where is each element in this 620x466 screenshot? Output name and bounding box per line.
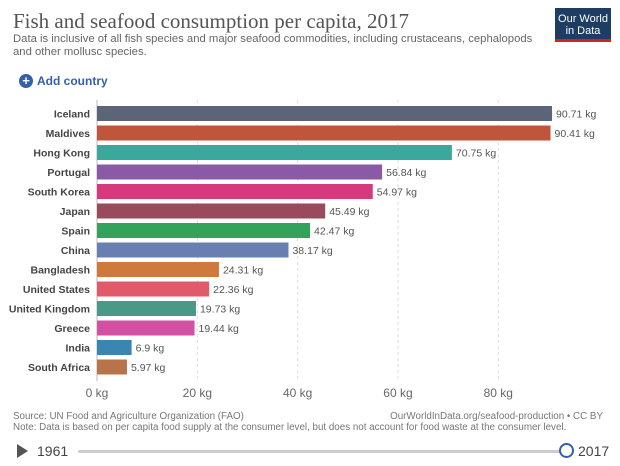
value-label: 19.44 kg <box>199 323 239 335</box>
value-label: 6.9 kg <box>136 343 165 355</box>
value-label: 24.31 kg <box>223 265 263 277</box>
bar <box>97 164 383 180</box>
bar <box>97 242 289 258</box>
play-icon[interactable] <box>17 444 28 458</box>
bar <box>97 223 311 238</box>
bar <box>97 106 553 121</box>
chart-title: Fish and seafood consumption per capita,… <box>13 9 410 33</box>
category-label: South Korea <box>28 187 91 199</box>
value-label: 22.36 kg <box>213 284 253 296</box>
category-label: United States <box>23 284 90 296</box>
bar-chart: 0 kg 20 kg 40 kg 60 kg 80 kg Iceland 90.71 kg M… <box>9 100 596 400</box>
x-tick-label: 40 kg <box>283 386 312 400</box>
timeline: 1961 2017 <box>0 440 620 462</box>
value-label: 70.75 kg <box>456 148 496 160</box>
bar <box>97 301 196 316</box>
bar <box>97 262 219 277</box>
value-label: 5.97 kg <box>131 362 166 374</box>
category-label: Japan <box>60 206 90 218</box>
bar <box>97 203 326 219</box>
owid-logo[interactable]: Our World in Data <box>555 8 611 42</box>
category-label: China <box>61 245 90 257</box>
category-label: United Kingdom <box>9 304 90 316</box>
timeline-track[interactable] <box>78 450 568 453</box>
bar <box>97 359 127 375</box>
note-text: Note: Data is based on per capita food s… <box>13 422 567 433</box>
bar <box>97 184 373 199</box>
bar <box>97 340 132 355</box>
value-label: 54.97 kg <box>377 187 417 199</box>
timeline-start-year: 1961 <box>37 443 69 459</box>
category-label: Bangladesh <box>30 265 90 277</box>
x-tick-label: 0 kg <box>86 386 109 400</box>
x-tick-label: 60 kg <box>383 386 412 400</box>
bar <box>97 320 195 336</box>
x-tick-label: 20 kg <box>183 386 212 400</box>
bar <box>97 145 452 160</box>
value-label: 56.84 kg <box>386 167 426 179</box>
timeline-end-year: 2017 <box>578 443 610 459</box>
bar <box>97 281 210 297</box>
value-label: 19.73 kg <box>200 304 240 316</box>
category-label: Portugal <box>47 167 90 179</box>
category-label: Maldives <box>46 128 91 140</box>
value-label: 90.71 kg <box>556 109 596 121</box>
category-label: Hong Kong <box>33 148 90 160</box>
plus-icon: + <box>19 74 33 88</box>
value-label: 90.41 kg <box>555 128 595 140</box>
x-tick-label: 80 kg <box>484 386 513 400</box>
category-label: South Africa <box>28 362 90 374</box>
category-label: Greece <box>54 323 90 335</box>
category-label: Iceland <box>54 109 90 121</box>
value-label: 38.17 kg <box>292 245 332 257</box>
timeline-handle[interactable] <box>559 443 574 458</box>
source-url-link[interactable]: OurWorldInData.org/seafood-production • … <box>390 411 603 422</box>
add-country-label: Add country <box>37 74 108 88</box>
category-label: Spain <box>61 226 90 238</box>
add-country-button[interactable]: + Add country <box>19 73 108 89</box>
category-label: India <box>65 343 90 355</box>
value-label: 42.47 kg <box>314 226 354 238</box>
value-label: 45.49 kg <box>329 206 369 218</box>
chart-subtitle: Data is inclusive of all fish species an… <box>13 33 533 58</box>
source-text: Source: UN Food and Agriculture Organiza… <box>13 411 244 422</box>
bar <box>97 125 551 141</box>
